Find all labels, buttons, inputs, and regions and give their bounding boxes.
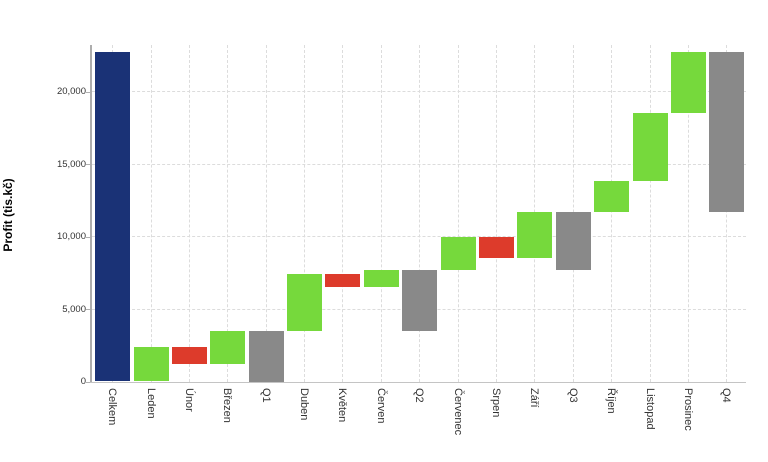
- x-axis-category-label: Q2: [413, 388, 426, 403]
- waterfall-bar[interactable]: [479, 236, 514, 259]
- x-axis-category-label: Listopad: [643, 388, 656, 430]
- x-axis-category-label: Září: [528, 388, 541, 408]
- waterfall-bar[interactable]: [440, 236, 476, 270]
- vertical-gridline: [419, 45, 421, 382]
- x-axis-category-label: Leden: [144, 388, 157, 419]
- y-axis-tick-mark: [86, 381, 90, 383]
- waterfall-bar[interactable]: [402, 269, 438, 331]
- horizontal-gridline: [92, 163, 746, 165]
- waterfall-bar[interactable]: [95, 52, 131, 382]
- vertical-gridline: [150, 45, 152, 382]
- vertical-gridline: [380, 45, 382, 382]
- y-axis-tick-mark: [86, 236, 90, 238]
- x-axis-category-label: Srpen: [490, 388, 502, 418]
- waterfall-bar[interactable]: [171, 346, 207, 365]
- waterfall-bar[interactable]: [325, 274, 361, 288]
- y-axis-tick-label: 15,000: [56, 158, 86, 170]
- waterfall-bar[interactable]: [670, 52, 706, 114]
- x-axis-category-label: Červen: [374, 388, 387, 424]
- horizontal-gridline: [92, 91, 746, 92]
- x-axis-category-label: Q1: [259, 388, 272, 403]
- waterfall-bar[interactable]: [709, 52, 745, 212]
- vertical-gridline: [304, 45, 306, 382]
- x-axis-category-label: Únor: [182, 388, 195, 412]
- y-axis-line: [90, 45, 92, 383]
- y-axis-tick-label: 10,000: [56, 231, 86, 242]
- y-axis-tick-label: 0: [80, 376, 86, 387]
- x-axis-category-label: Duben: [298, 388, 311, 421]
- y-axis-tick-mark: [86, 309, 90, 310]
- vertical-gridline: [496, 45, 497, 382]
- vertical-gridline: [227, 45, 229, 382]
- vertical-gridline: [649, 45, 651, 382]
- x-axis-category-label: Q3: [566, 388, 579, 403]
- waterfall-bar[interactable]: [210, 330, 246, 365]
- waterfall-bar[interactable]: [517, 211, 553, 259]
- vertical-gridline: [457, 45, 459, 382]
- waterfall-bar[interactable]: [248, 330, 284, 382]
- vertical-gridline: [342, 45, 344, 382]
- y-axis-tick-mark: [86, 164, 90, 165]
- x-axis-category-label: Q4: [720, 388, 733, 403]
- waterfall-bar[interactable]: [133, 346, 169, 382]
- y-axis-tick-label: 5,000: [62, 303, 86, 315]
- waterfall-bar[interactable]: [632, 113, 668, 182]
- y-axis-tick-label: 20,000: [56, 86, 86, 97]
- waterfall-bar[interactable]: [287, 274, 323, 331]
- waterfall-bar[interactable]: [555, 211, 591, 270]
- vertical-gridline: [265, 45, 267, 382]
- x-axis-line: [90, 381, 746, 383]
- waterfall-bar[interactable]: [363, 269, 399, 288]
- waterfall-bar[interactable]: [594, 181, 630, 212]
- vertical-gridline: [726, 45, 728, 382]
- x-axis-category-label: Červenec: [451, 388, 464, 436]
- x-axis-category-label: Celkem: [106, 388, 119, 426]
- x-axis-category-label: Říjen: [605, 388, 618, 414]
- x-axis-category-label: Březen: [221, 388, 234, 423]
- y-axis-tick-mark: [86, 91, 90, 93]
- x-axis-category-label: Prosinec: [681, 388, 694, 431]
- horizontal-gridline: [92, 236, 746, 237]
- x-axis-category-label: Květen: [336, 388, 349, 423]
- vertical-gridline: [687, 45, 689, 382]
- vertical-gridline: [188, 45, 190, 382]
- vertical-gridline: [611, 45, 613, 382]
